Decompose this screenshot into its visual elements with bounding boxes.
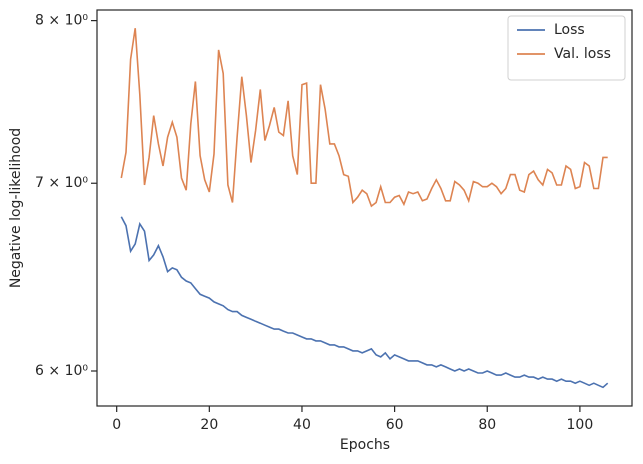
- y-tick-label: 8 × 10⁰: [35, 13, 88, 29]
- x-tick-label: 60: [386, 417, 404, 433]
- plot-frame: [96, 9, 633, 407]
- x-tick-label: 100: [567, 417, 594, 433]
- x-tick-label: 40: [293, 417, 311, 433]
- x-axis-label: Epochs: [340, 437, 390, 453]
- x-tick-label: 20: [200, 417, 218, 433]
- legend-label: Val. loss: [554, 46, 611, 62]
- y-tick-label: 7 × 10⁰: [35, 175, 88, 191]
- line-series: [120, 216, 609, 389]
- line-series: [120, 28, 608, 208]
- x-tick-label: 80: [478, 417, 496, 433]
- legend: Loss Val. loss: [507, 15, 626, 81]
- legend-label: Loss: [554, 22, 585, 38]
- x-tick-label: 0: [112, 417, 121, 433]
- y-tick-label: 6 × 10⁰: [35, 363, 88, 379]
- y-axis-label: Negative log-likelihood: [8, 128, 24, 288]
- legend-box: [507, 15, 626, 81]
